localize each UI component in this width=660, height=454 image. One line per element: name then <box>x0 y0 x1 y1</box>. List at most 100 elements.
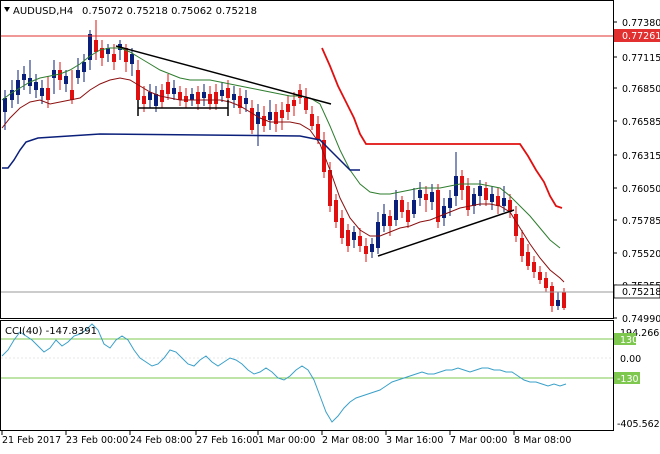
bear-candle <box>94 20 98 60</box>
bull-candle <box>352 226 356 248</box>
cci-lower-tag <box>614 372 640 384</box>
bull-candle <box>412 188 416 218</box>
candle-body <box>40 88 44 96</box>
candle-body <box>562 292 566 308</box>
bull-candle <box>118 40 122 60</box>
candle-body <box>226 88 230 98</box>
bull-candle <box>34 74 38 98</box>
bull-candle <box>172 80 176 100</box>
bear-candle <box>262 106 266 132</box>
price-tick-label: 0.75785 <box>622 216 660 227</box>
bear-candle <box>250 100 254 134</box>
bear-candle <box>532 256 536 278</box>
candle-body <box>550 286 554 306</box>
bear-candle <box>298 84 302 104</box>
candle-body <box>250 108 254 130</box>
candle-body <box>286 104 290 112</box>
candle-body <box>454 176 458 196</box>
candle-body <box>274 112 278 124</box>
bear-candle <box>550 282 554 312</box>
bear-candle <box>514 206 518 242</box>
bear-candle <box>520 230 524 262</box>
bear-candle <box>544 272 548 292</box>
cci-axis-top: 194.2666 <box>620 328 660 339</box>
candle-body <box>58 70 62 80</box>
candle-body <box>310 114 314 126</box>
candle-body <box>388 216 392 226</box>
bear-candle <box>100 40 104 66</box>
candle-body <box>238 96 242 108</box>
candle-body <box>292 100 296 106</box>
bull-candle <box>382 204 386 232</box>
bull-candle <box>28 60 32 94</box>
candle-body <box>298 90 302 98</box>
candle-body <box>346 230 350 246</box>
candle-body <box>394 200 398 220</box>
bull-candle <box>10 80 14 108</box>
candle-body <box>478 186 482 196</box>
cci-axis-zero: 0.00 <box>620 354 641 365</box>
bull-candle <box>64 70 68 92</box>
bear-candle <box>310 106 314 130</box>
candle-body <box>358 236 362 246</box>
bear-candle <box>562 288 566 310</box>
bull-candle <box>40 80 44 104</box>
bull-candle <box>148 84 152 108</box>
candle-body <box>412 200 416 214</box>
price-tick-label: 0.76850 <box>622 84 660 95</box>
bull-candle <box>16 70 20 104</box>
candle-body <box>232 94 236 100</box>
candle-body <box>130 54 134 64</box>
candle-body <box>16 80 20 95</box>
candle-body <box>106 48 110 54</box>
bull-candle <box>376 212 380 254</box>
bear-candle <box>214 84 218 110</box>
price-tick-label: 0.76050 <box>622 184 660 195</box>
candle-body <box>304 98 308 110</box>
cci-line <box>1 323 567 423</box>
bull-candle <box>190 88 194 106</box>
candle-body <box>178 92 182 100</box>
cci-upper-tag-text: 130 <box>620 335 638 346</box>
candle-body <box>508 200 512 212</box>
candle-body <box>22 74 26 80</box>
candle-body <box>316 124 320 140</box>
ref-line-tag-text: 0.77261 <box>622 31 660 42</box>
symbol-timeframe: AUDUSD,H4 <box>13 6 73 17</box>
candle-body <box>352 232 356 240</box>
candle-body <box>82 62 86 72</box>
candle-body <box>526 252 530 266</box>
time-tick-label: 3 Mar 16:00 <box>386 435 443 446</box>
price-axis: 0.77380 0.77115 0.76850 0.76585 0.76315 0.760… <box>613 18 660 325</box>
candle-body <box>556 300 560 306</box>
bear-candle <box>526 244 530 270</box>
candle-body <box>376 222 380 248</box>
candle-body <box>484 188 488 200</box>
candle-body <box>502 198 506 206</box>
ohlc-values: 0.75072 0.75218 0.75062 0.75218 <box>82 6 257 17</box>
candle-body <box>184 96 188 102</box>
moving-average-green <box>1 47 561 249</box>
bull-candle <box>3 90 7 130</box>
bear-candle <box>208 86 212 110</box>
current-price-tag <box>613 284 660 299</box>
price-tick-label: 0.74990 <box>622 314 660 325</box>
candle-body <box>406 210 410 222</box>
moving-average-red <box>1 77 565 283</box>
bull-candle <box>442 198 446 226</box>
bear-candle <box>274 104 278 132</box>
candle-body <box>64 76 68 84</box>
time-tick-label: 21 Feb 2017 <box>2 435 61 446</box>
candle-body <box>34 82 38 90</box>
candle-body <box>442 206 446 218</box>
candle-body <box>448 198 452 208</box>
candle-body <box>430 192 434 202</box>
upper-band-red <box>321 47 563 209</box>
time-axis: 21 Feb 2017 23 Feb 00:00 24 Feb 08:00 27 Fe… <box>1 431 571 446</box>
bear-candle <box>286 96 290 120</box>
symbol-header: AUDUSD,H4 0.75072 0.75218 0.75062 0.7521… <box>4 6 257 17</box>
bull-candle <box>76 58 80 84</box>
candle-body <box>52 70 56 78</box>
